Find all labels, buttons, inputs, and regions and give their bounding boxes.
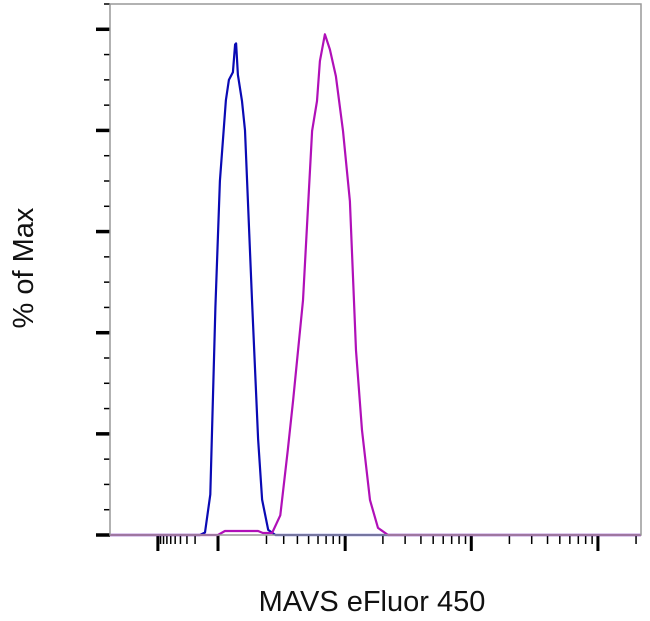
series-line-2: [110, 33, 641, 537]
y-axis-label: % of Max: [8, 207, 40, 328]
series-lines: [110, 33, 641, 537]
series-line-1: [110, 42, 641, 537]
axis-ticks: [96, 3, 637, 551]
x-axis-label: MAVS eFluor 450: [259, 586, 486, 618]
plot-frame: [109, 3, 642, 536]
